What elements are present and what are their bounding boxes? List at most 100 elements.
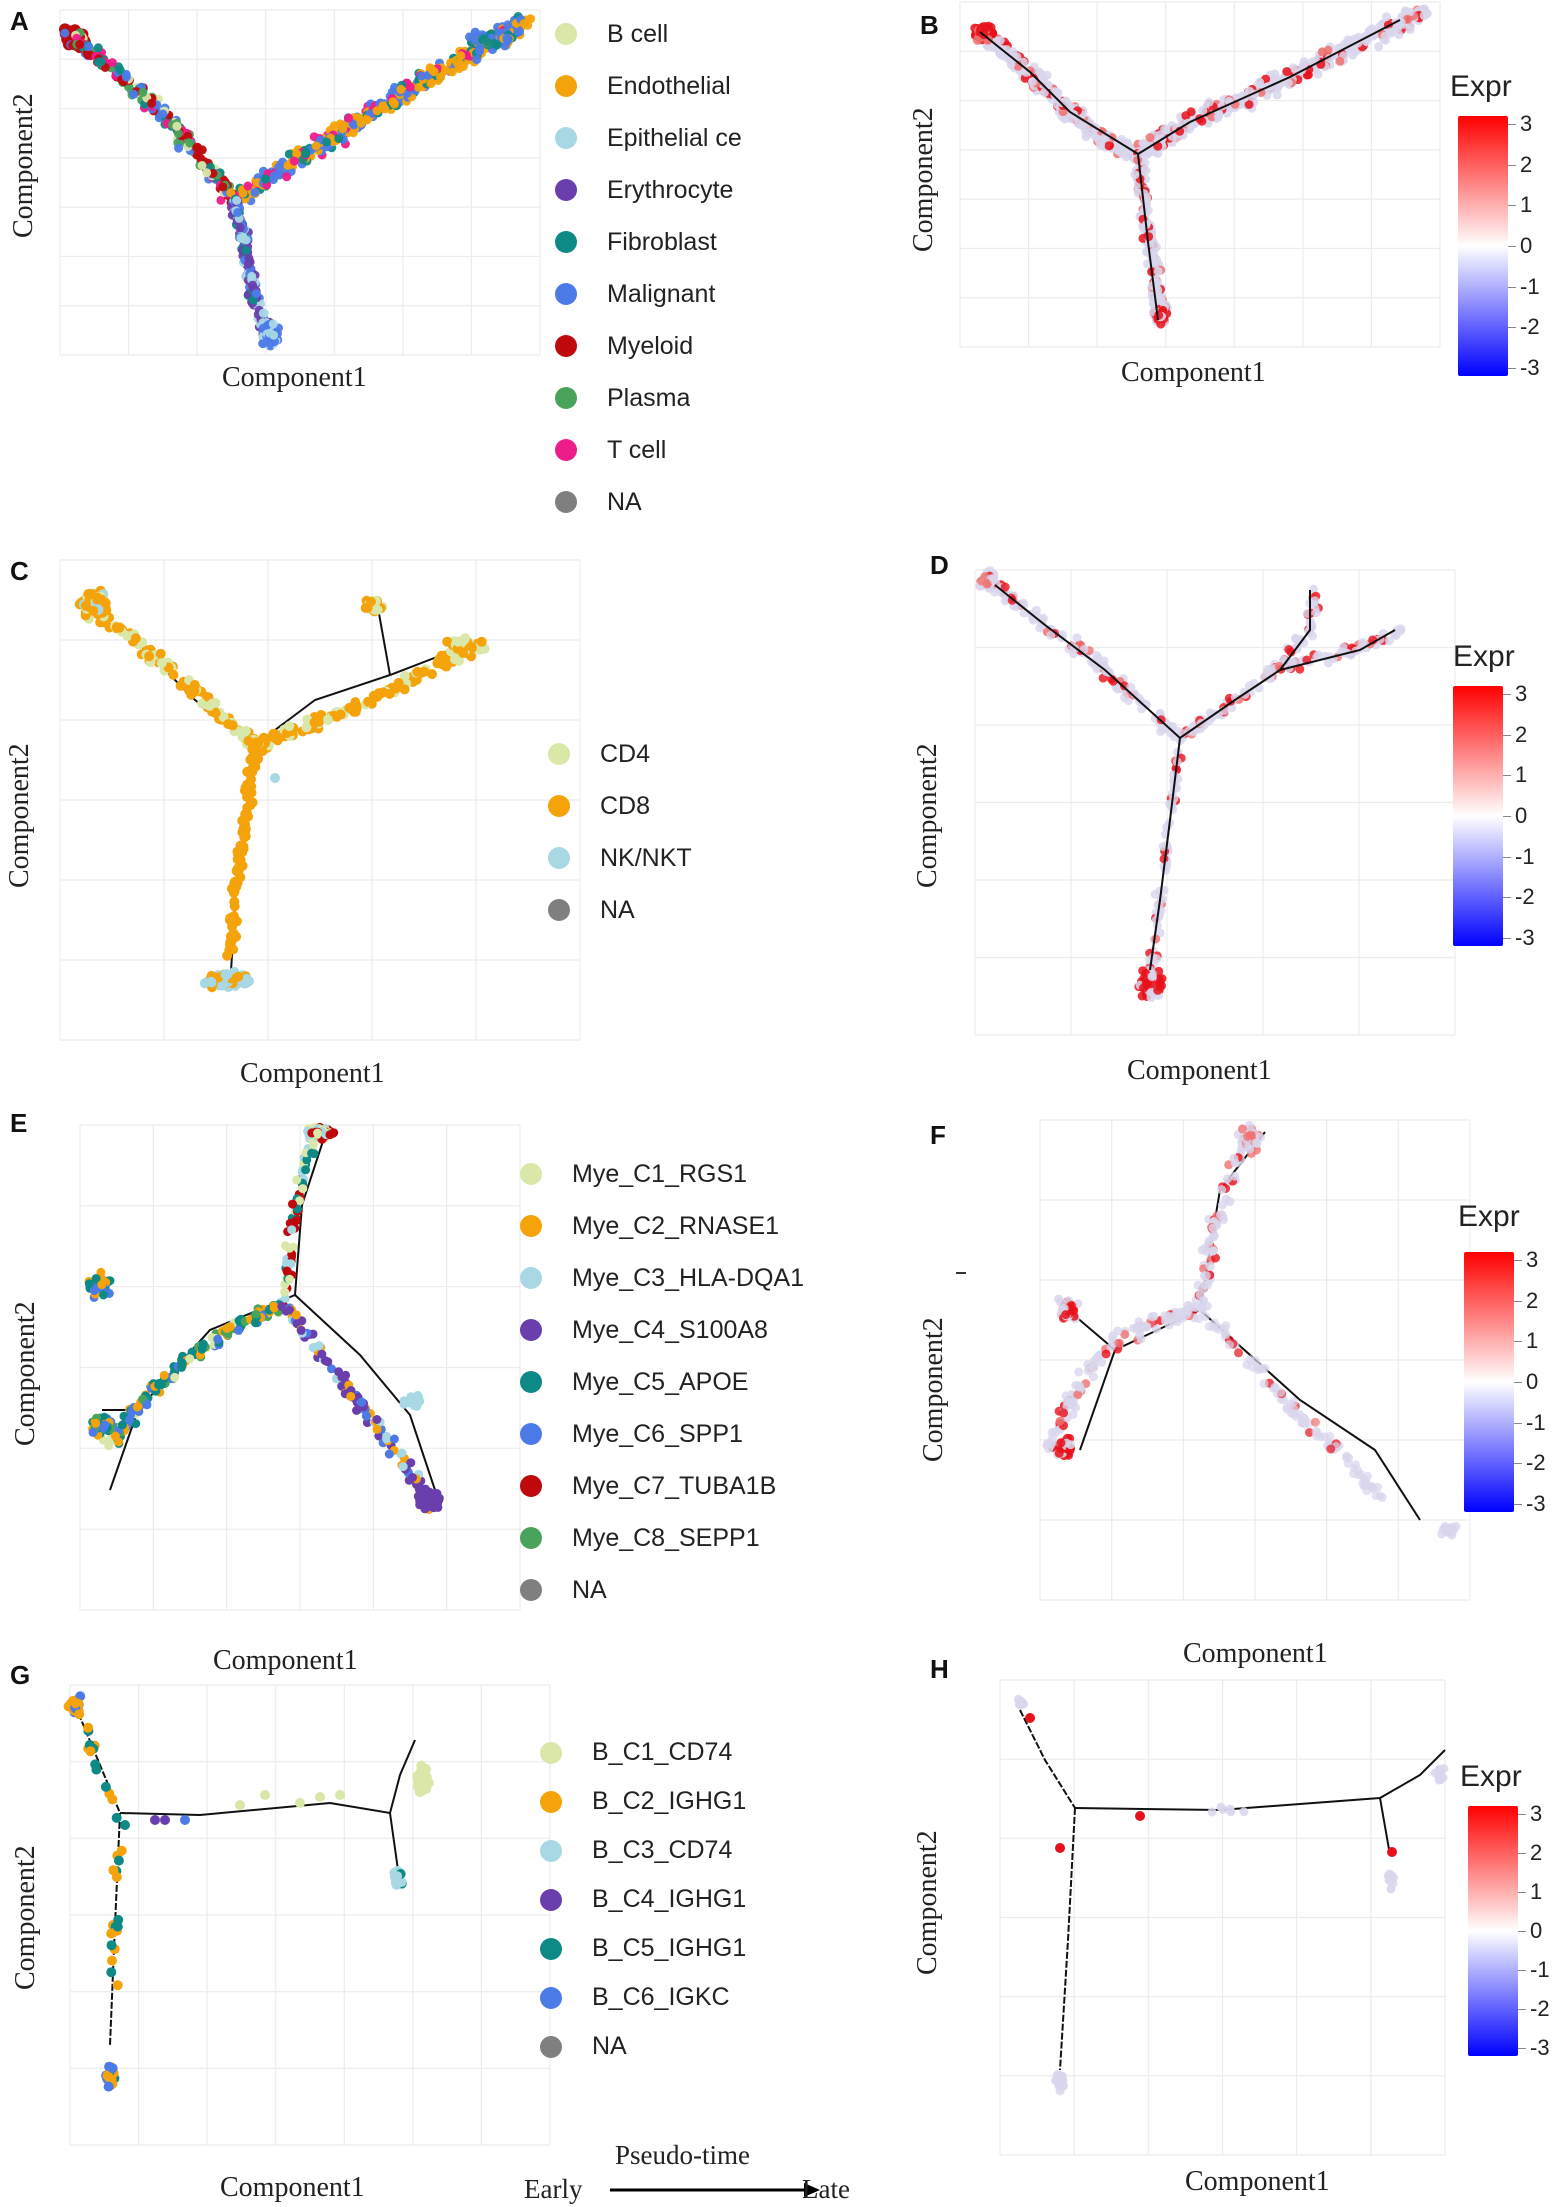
- legend-label: Myeloid: [607, 331, 694, 360]
- cell-point: [1300, 1419, 1310, 1429]
- cell-point: [113, 1855, 124, 1866]
- colorbar-tickmark: [1514, 1382, 1522, 1383]
- colorbar: Expr 3 2 1 0 -1 -2 -3: [1450, 1200, 1550, 1530]
- legend-item: Malignant: [555, 268, 745, 320]
- cell-point: [1025, 1713, 1035, 1723]
- legend-swatch: [540, 1790, 562, 1813]
- colorbar-tick-label: 2: [1520, 151, 1533, 177]
- legend-item: CD4: [548, 728, 738, 780]
- panel-letter: F: [930, 1120, 946, 1150]
- cell-point: [982, 23, 992, 32]
- cell-point: [1055, 1843, 1065, 1853]
- cell-point: [977, 576, 987, 586]
- legend-label: T cell: [607, 435, 667, 464]
- cell-point: [526, 14, 536, 24]
- cell-point: [144, 651, 155, 662]
- colorbar-tickmark: [1508, 124, 1516, 125]
- cell-point: [396, 84, 406, 94]
- legend-label: B_C6_IGKC: [592, 1983, 730, 2011]
- legend-swatch: [540, 1986, 562, 2009]
- cell-point: [1104, 667, 1114, 677]
- cell-point: [1445, 1526, 1455, 1536]
- cell-point: [301, 722, 312, 733]
- cell-point: [88, 605, 99, 616]
- cell-point: [405, 82, 415, 92]
- cell-point: [100, 1781, 111, 1792]
- legend-item: Mye_C8_SEPP1: [520, 1512, 860, 1564]
- cell-point: [84, 1279, 94, 1289]
- cell-point: [1291, 634, 1301, 644]
- cell-point: [217, 980, 228, 991]
- cell-point: [1201, 1271, 1211, 1281]
- cell-point: [454, 64, 464, 74]
- colorbar-tick-label: -1: [1515, 843, 1535, 869]
- cell-point: [1226, 1807, 1236, 1817]
- colorbar-tick-label: 0: [1526, 1369, 1539, 1394]
- cell-point: [85, 1746, 96, 1757]
- cell-point: [107, 1955, 117, 1966]
- cell-point: [482, 37, 492, 47]
- trajectory-plot-e: [79, 1122, 521, 1611]
- cell-point: [302, 1155, 312, 1165]
- legend-item: NA: [548, 884, 738, 936]
- cell-point: [270, 171, 279, 181]
- legend-swatch: [555, 439, 577, 461]
- legend-swatch: [548, 899, 570, 921]
- colorbar-tick-label: 1: [1530, 1879, 1543, 1904]
- cell-point: [372, 1424, 382, 1434]
- cell-point: [274, 163, 284, 173]
- legend-swatch: [555, 283, 577, 305]
- cell-point: [90, 1759, 101, 1770]
- cell-point: [107, 2063, 118, 2074]
- cell-point: [991, 42, 1000, 52]
- cell-point: [320, 1356, 330, 1366]
- panel-letter: B: [920, 10, 939, 40]
- panel-letter: D: [930, 550, 949, 580]
- cell-point: [349, 120, 359, 130]
- cell-point: [185, 1354, 195, 1364]
- cell-point: [270, 773, 280, 783]
- cell-point: [470, 27, 480, 37]
- cell-point: [472, 55, 482, 65]
- colorbar-tick-label: 1: [1520, 192, 1533, 218]
- legend-swatch: [520, 1475, 542, 1497]
- cell-point: [1396, 18, 1406, 27]
- cell-point: [456, 51, 466, 61]
- cell-point: [280, 1287, 290, 1297]
- cell-point: [280, 1241, 290, 1251]
- cell-point: [84, 42, 94, 52]
- trajectory-line: [1279, 629, 1396, 671]
- cell-point: [1141, 166, 1151, 175]
- x-axis-label: Component1: [220, 2172, 365, 2203]
- legend-swatch: [555, 179, 577, 201]
- cell-point: [1245, 1124, 1255, 1134]
- legend-swatch: [540, 1741, 562, 1764]
- pseudotime-arrow: [610, 2183, 820, 2197]
- trajectory-line: [119, 1801, 391, 1817]
- cell-point: [1028, 77, 1037, 87]
- legend-swatch: [548, 795, 570, 817]
- cell-point: [452, 643, 463, 654]
- colorbar-tickmark: [1503, 734, 1511, 736]
- cell-point: [412, 666, 423, 677]
- cell-point: [233, 971, 244, 982]
- colorbar-gradient: [1458, 116, 1508, 376]
- cell-point: [1006, 59, 1016, 69]
- cell-point: [257, 746, 268, 757]
- cell-point: [142, 1400, 152, 1410]
- cell-point: [240, 725, 251, 736]
- cell-point: [436, 72, 445, 82]
- cell-point: [289, 156, 299, 166]
- cell-point: [96, 594, 107, 605]
- cell-point: [1221, 1321, 1231, 1331]
- cell-point: [1000, 596, 1010, 606]
- cell-point: [311, 141, 321, 151]
- colorbar-tick-label: -1: [1520, 273, 1540, 299]
- legend-label: Mye_C7_TUBA1B: [572, 1471, 777, 1500]
- cell-point: [247, 751, 258, 762]
- legend-item: B cell: [555, 8, 745, 60]
- cell-point: [382, 1434, 392, 1444]
- colorbar: Expr 3 2 1 0 -1 -2 -3: [1445, 640, 1545, 970]
- legend-item: Mye_C4_S100A8: [520, 1304, 860, 1356]
- colorbar-tick-label: 2: [1515, 721, 1528, 747]
